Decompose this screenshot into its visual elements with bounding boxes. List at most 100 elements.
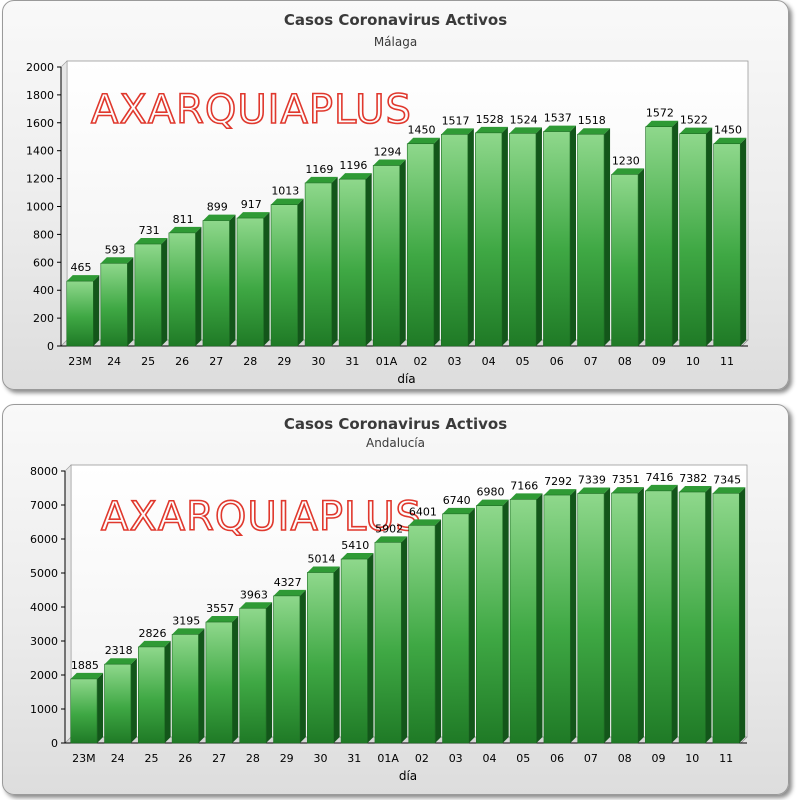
bar-top xyxy=(679,486,712,493)
x-tick-label: 09 xyxy=(652,355,666,368)
x-tick-label: 29 xyxy=(280,752,294,765)
y-tick-label: 1200 xyxy=(26,173,54,186)
bar-side xyxy=(570,125,577,346)
x-tick-label: 03 xyxy=(448,355,462,368)
bar-side xyxy=(705,486,712,743)
data-label: 6401 xyxy=(409,505,437,518)
x-tick-label: 09 xyxy=(652,752,666,765)
bar-top xyxy=(168,226,202,233)
y-tick-label: 0 xyxy=(47,340,54,353)
bar-top xyxy=(271,198,304,205)
bar-front xyxy=(340,558,368,744)
bar-11 xyxy=(713,137,747,347)
bar-side xyxy=(333,566,340,743)
bar-top xyxy=(373,159,406,166)
bar-side xyxy=(161,238,168,346)
x-tick-label: 03 xyxy=(449,752,463,765)
watermark-axarquiaplus: AXARQUIAPLUS xyxy=(101,494,422,540)
bar-26 xyxy=(171,628,205,744)
x-tick-label: 02 xyxy=(415,752,429,765)
x-tick-label: 10 xyxy=(685,752,699,765)
data-label: 7345 xyxy=(713,473,741,486)
bar-front xyxy=(70,678,98,744)
x-tick-label: 06 xyxy=(550,752,564,765)
bar-side xyxy=(637,487,644,743)
x-tick-label: 10 xyxy=(686,355,700,368)
bar-07 xyxy=(577,128,611,347)
data-label: 5410 xyxy=(341,539,369,552)
x-tick-label: 07 xyxy=(584,355,598,368)
bar-01A xyxy=(374,536,408,744)
bar-top xyxy=(679,127,713,134)
data-label: 3963 xyxy=(240,588,268,601)
bar-04 xyxy=(475,126,508,347)
bar-side xyxy=(468,507,475,743)
bar-side xyxy=(433,137,440,346)
chart-panel-malaga: Casos Coronavirus Activos Málaga 0 200 400 60… xyxy=(2,0,789,390)
bar-side xyxy=(367,553,374,743)
bar-front xyxy=(476,505,503,744)
bar-27 xyxy=(202,214,236,347)
y-tick-label: 6000 xyxy=(30,533,58,546)
y-tick-label: 7000 xyxy=(30,499,58,512)
x-tick-label: 04 xyxy=(483,752,497,765)
data-label: 1196 xyxy=(339,159,367,172)
bar-top xyxy=(712,487,746,494)
bar-front xyxy=(138,646,165,744)
bar-10 xyxy=(678,486,712,744)
data-label: 2318 xyxy=(105,644,133,657)
chart-subtitle: Málaga xyxy=(374,35,417,49)
bar-side xyxy=(297,198,304,346)
bar-chart-malaga: Casos Coronavirus Activos Málaga 0 200 400 60… xyxy=(26,11,749,386)
y-tick-label: 1000 xyxy=(30,703,58,716)
bar-front xyxy=(678,491,706,744)
bar-top xyxy=(70,672,104,679)
bar-03 xyxy=(442,507,475,744)
bar-front xyxy=(442,513,470,744)
bar-side xyxy=(501,126,508,347)
bar-front xyxy=(273,595,301,744)
data-label: 1885 xyxy=(71,659,99,672)
data-label: 5014 xyxy=(308,553,336,566)
bar-front xyxy=(543,494,571,744)
data-label: 7339 xyxy=(578,473,606,486)
data-label: 1572 xyxy=(646,107,674,120)
data-label: 4327 xyxy=(274,576,302,589)
bar-06 xyxy=(543,125,577,347)
bar-side xyxy=(229,214,236,346)
x-tick-label: 06 xyxy=(550,355,564,368)
bar-23M xyxy=(66,275,100,347)
watermark-axarquiaplus: AXARQUIAPLUS xyxy=(91,87,412,133)
bar-top xyxy=(273,589,306,596)
x-tick-label: 02 xyxy=(414,355,428,368)
x-tick-label: 11 xyxy=(720,355,734,368)
data-label: 1518 xyxy=(578,114,606,127)
bar-29 xyxy=(273,589,306,744)
data-label: 1537 xyxy=(544,112,572,125)
bar-front xyxy=(304,182,332,347)
chart-title: Casos Coronavirus Activos xyxy=(284,11,507,29)
x-tick-label: 29 xyxy=(277,355,291,368)
bar-front xyxy=(543,131,571,347)
bar-front xyxy=(307,572,334,744)
bar-top xyxy=(713,137,747,144)
bar-front xyxy=(372,165,401,347)
bar-top xyxy=(476,499,509,506)
bar-front xyxy=(679,133,707,347)
bar-30 xyxy=(307,566,340,744)
bar-side xyxy=(435,519,442,743)
data-label: 1450 xyxy=(714,124,742,137)
bar-front xyxy=(645,490,672,744)
data-label: 1528 xyxy=(476,113,504,126)
bar-front xyxy=(713,143,741,347)
bar-front xyxy=(440,134,469,347)
bar-top xyxy=(577,128,611,135)
bar-top xyxy=(645,120,679,127)
bar-top xyxy=(205,616,239,623)
data-label: 3195 xyxy=(172,614,200,627)
bar-11 xyxy=(712,487,746,744)
bar-08 xyxy=(611,168,645,347)
bar-top xyxy=(134,238,168,245)
data-label: 2826 xyxy=(139,627,167,640)
bar-25 xyxy=(134,238,168,347)
